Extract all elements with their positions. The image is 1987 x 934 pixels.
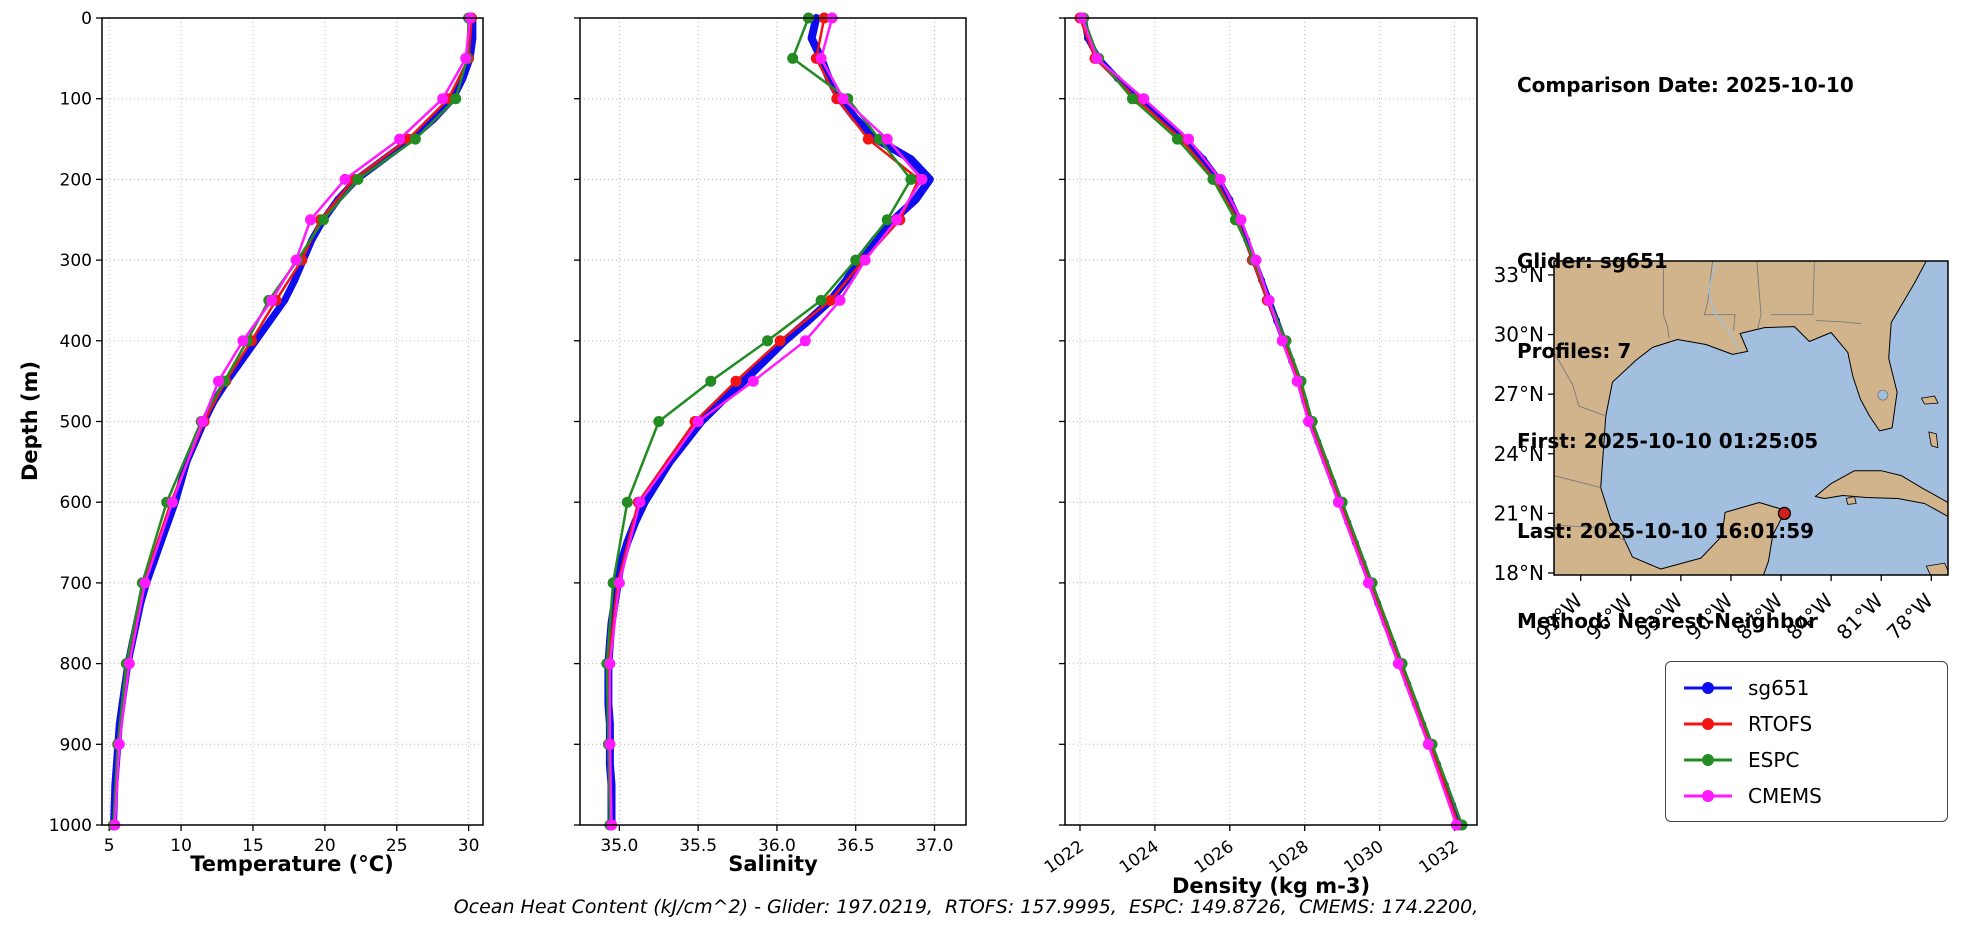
svg-text:1032: 1032 — [1415, 837, 1462, 878]
svg-text:800: 800 — [60, 655, 92, 675]
series-CMEMS — [604, 12, 928, 831]
svg-text:36.0: 36.0 — [758, 836, 796, 856]
legend-label: sg651 — [1748, 675, 1810, 700]
legend-line-marker-icon — [1684, 753, 1732, 766]
density-axis-label: Density (kg m-3) — [1171, 874, 1371, 898]
svg-text:300: 300 — [60, 251, 92, 271]
svg-text:1026: 1026 — [1191, 837, 1238, 878]
interp-method-text: Method: Nearest-Neighbor — [1517, 609, 1818, 633]
svg-text:18°N: 18°N — [1494, 561, 1544, 585]
svg-text:900: 900 — [60, 735, 92, 755]
svg-text:36.5: 36.5 — [837, 836, 875, 856]
svg-text:35.0: 35.0 — [600, 836, 638, 856]
svg-text:0: 0 — [81, 9, 92, 29]
temperature-axis-label: Temperature (°C) — [190, 852, 394, 876]
first-profile-time-text: First: 2025-10-10 01:25:05 — [1517, 429, 1819, 453]
info-spacer — [1517, 160, 1854, 186]
svg-text:25: 25 — [386, 836, 408, 856]
salinity-panel: 35.0 35.5 36.0 36.5 37.0 — [574, 12, 967, 856]
glider-name-text: Glider: sg651 — [1517, 249, 1668, 273]
svg-text:30: 30 — [458, 836, 480, 856]
svg-text:27°N: 27°N — [1494, 382, 1544, 406]
legend-line-marker-icon — [1684, 681, 1732, 694]
map-panel: 99°W96°W93°W90°W87°W84°W81°W78°W18°N21°N… — [1494, 260, 1949, 645]
legend-item-cmems: CMEMS — [1680, 780, 1933, 811]
legend-line-marker-icon — [1684, 717, 1732, 730]
legend-item-rtofs: RTOFS — [1680, 708, 1933, 739]
svg-text:200: 200 — [60, 170, 92, 190]
legend-label: ESPC — [1748, 747, 1800, 772]
salinity-axis-label: Salinity — [728, 852, 818, 876]
depth-axis-label: Depth (m) — [18, 360, 42, 482]
legend-item-sg651: sg651 — [1680, 672, 1933, 703]
svg-text:1022: 1022 — [1041, 837, 1088, 878]
profiles-count-text: Profiles: 7 — [1517, 339, 1632, 363]
svg-text:500: 500 — [60, 413, 92, 433]
svg-text:1024: 1024 — [1116, 837, 1163, 878]
svg-text:1028: 1028 — [1266, 837, 1313, 878]
svg-text:30°N: 30°N — [1494, 323, 1544, 347]
svg-text:1000: 1000 — [49, 816, 92, 836]
svg-text:21°N: 21°N — [1494, 501, 1544, 525]
svg-text:1030: 1030 — [1341, 837, 1388, 878]
density-panel: 1022 1024 1026 1028 1030 1032 — [1041, 12, 1478, 878]
legend-line-marker-icon — [1684, 789, 1732, 802]
svg-text:100: 100 — [60, 90, 92, 110]
svg-text:37.0: 37.0 — [916, 836, 954, 856]
svg-text:24°N: 24°N — [1494, 442, 1544, 466]
comparison-info-block: Comparison Date: 2025-10-10 Glider: sg65… — [1517, 10, 1854, 696]
last-profile-time-text: Last: 2025-10-10 16:01:59 — [1517, 519, 1815, 543]
legend-item-espc: ESPC — [1680, 744, 1933, 775]
legend: sg651 RTOFS ESPC CMEMS — [1665, 661, 1948, 822]
svg-text:5: 5 — [104, 836, 115, 856]
svg-text:600: 600 — [60, 493, 92, 513]
ohc-footer-text: Ocean Heat Content (kJ/cm^2) - Glider: 1… — [453, 896, 1479, 918]
svg-text:700: 700 — [60, 574, 92, 594]
svg-text:20: 20 — [314, 836, 336, 856]
svg-text:10: 10 — [170, 836, 192, 856]
svg-text:400: 400 — [60, 332, 92, 352]
series-CMEMS — [1076, 12, 1462, 831]
svg-text:15: 15 — [242, 836, 264, 856]
glider-location-marker — [1777, 506, 1792, 521]
svg-text:78°W: 78°W — [1882, 588, 1938, 644]
legend-label: CMEMS — [1748, 783, 1822, 808]
legend-label: RTOFS — [1748, 711, 1813, 736]
comparison-date-text: Comparison Date: 2025-10-10 — [1517, 73, 1854, 97]
svg-text:35.5: 35.5 — [679, 836, 717, 856]
svg-text:33°N: 33°N — [1494, 263, 1544, 287]
series-CMEMS — [109, 12, 476, 831]
temperature-panel: 5 10 15 20 25 3001002003004005006007008009001… — [49, 9, 484, 856]
